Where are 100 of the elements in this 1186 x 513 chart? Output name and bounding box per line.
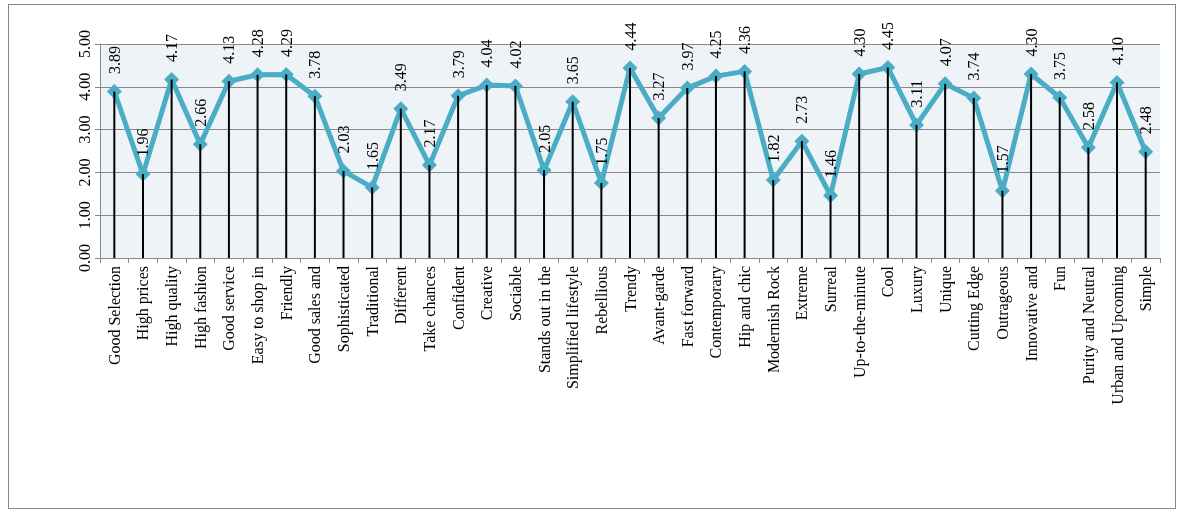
x-tick-label: Different [392,265,410,325]
bar [313,96,316,258]
data-label: 3.97 [678,42,696,71]
bar [428,165,431,258]
data-label: 3.65 [564,56,582,85]
bar [113,91,116,258]
data-label: 4.25 [707,30,725,59]
bar [886,67,889,258]
x-tick-label: Innovative and [1022,266,1040,362]
bar [342,171,345,258]
bar [858,73,861,258]
x-tick-label: Easy to shop in [249,266,268,365]
bar [227,81,230,258]
x-tick-label: Sociable [506,266,524,322]
x-tick-label: Avant-garde [650,266,669,345]
x-tick-label: High quality [163,266,182,347]
data-label: 1.57 [993,145,1011,174]
data-label: 2.73 [793,95,811,124]
bar [485,85,488,258]
x-tick-label: Cutting Edge [965,266,984,351]
data-label: 4.13 [220,35,238,64]
data-label: 3.78 [306,50,324,79]
data-label: 3.74 [965,52,983,81]
data-label: 2.58 [1079,102,1097,131]
y-tick-label: 4.00 [75,72,93,101]
x-tick-label: Simple [1137,266,1156,312]
bar [371,187,374,258]
y-tick-label: 1.00 [75,201,93,230]
data-label: 3.49 [392,63,410,92]
data-label: 1.46 [822,150,840,179]
bar [571,101,574,258]
data-label: 1.75 [592,137,610,166]
x-tick-label: Hip and chic [736,266,755,348]
x-tick-label: Good Selection [105,266,123,366]
data-label: 4.44 [621,22,639,51]
bar [1116,82,1119,258]
x-tick-label: Trendy [621,266,640,312]
x-tick-label: Urban and Upcoming [1108,266,1127,405]
data-label: 3.79 [449,50,467,79]
data-label: 2.03 [335,125,353,154]
data-label: 4.29 [277,28,295,57]
data-label: 3.89 [105,46,123,75]
data-label: 2.17 [420,119,438,148]
data-label: 4.45 [879,22,897,51]
data-label: 4.28 [249,29,267,58]
x-tick-label: Rebellious [592,266,610,335]
x-tick-label: Cool [879,265,897,298]
x-tick-label: Luxury [907,266,926,314]
x-tick-label: Purity and Neutral [1079,265,1098,385]
bar [1087,147,1090,258]
data-label: 1.96 [134,128,152,157]
bar [1030,73,1033,258]
y-tick-label: 3.00 [75,115,93,144]
bar [714,76,717,258]
bar [285,74,288,258]
x-tick-label: Fast forward [678,266,696,348]
data-label: 4.07 [936,38,954,67]
data-label: 2.05 [535,124,553,153]
data-label: 3.75 [1051,52,1069,80]
bar [1058,97,1061,258]
x-tick-label: Fun [1051,266,1069,291]
bar [514,85,517,258]
x-tick-label: Modernish Rock [764,266,782,374]
y-tick-label: 5.00 [75,30,93,58]
bar [543,170,546,258]
data-label: 4.17 [163,34,181,63]
x-tick-label: Stands out in the [535,266,553,374]
bar [686,88,689,258]
x-tick-label: Up-to-the-minute [850,266,869,378]
x-tick-label: Surreal [822,265,840,313]
data-label: 4.10 [1108,37,1126,66]
data-label: 4.30 [1022,28,1040,57]
bar [1001,190,1004,258]
data-label: 4.30 [850,28,868,57]
bar [629,67,631,258]
bar [399,108,402,258]
data-label: 3.27 [650,72,668,101]
x-tick-label: Simplified lifestyle [564,266,583,390]
x-tick-label: High fashion [191,266,210,350]
bar [600,183,603,258]
x-tick-label: Outrageous [993,266,1012,340]
x-tick-label: Creative [478,266,496,321]
x-tick-label: Sophisticated [335,266,354,353]
x-tick-label: Contemporary [707,266,726,359]
data-label: 3.11 [907,79,925,108]
data-label: 1.65 [363,141,381,170]
data-label: 4.04 [478,39,496,68]
x-tick-label: Take chances [420,266,438,352]
bar [457,95,460,258]
data-label: 2.66 [191,98,209,127]
bar [657,118,660,258]
x-tick-label: Traditional [363,265,381,337]
x-tick-label: Friendly [277,266,296,321]
y-tick-label: 2.00 [75,158,93,187]
x-tick-label: Confident [449,265,467,330]
bar [170,79,173,258]
y-tick-label: 0.00 [75,244,93,272]
bar [915,124,918,258]
data-label: 2.48 [1137,106,1155,135]
data-label: 4.02 [506,40,524,69]
